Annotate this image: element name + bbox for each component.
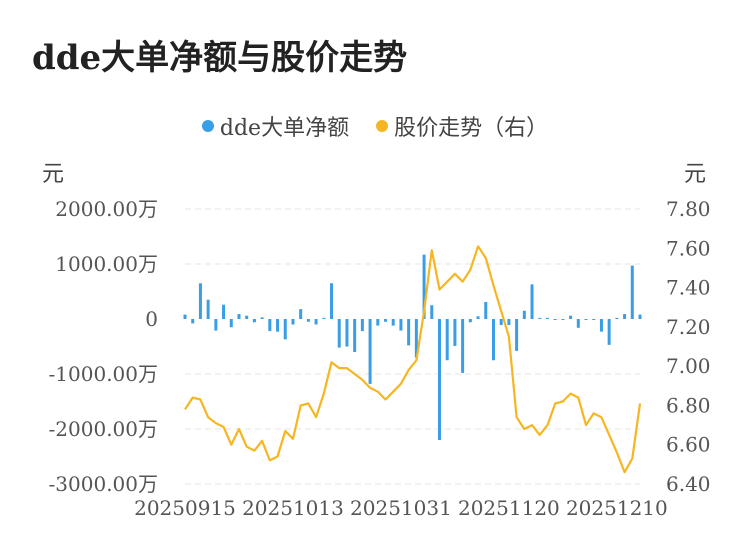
- bar: [191, 319, 195, 324]
- legend-item-bars[interactable]: dde大单净额: [201, 110, 350, 142]
- bar: [399, 319, 403, 331]
- bar: [638, 314, 642, 319]
- left-tick-label: -1000.00万: [49, 362, 158, 386]
- bar: [422, 254, 426, 319]
- bar: [630, 265, 634, 319]
- bar: [584, 319, 588, 320]
- bar: [607, 319, 611, 345]
- bar: [538, 317, 542, 319]
- x-tick-label: 20251031: [350, 496, 452, 520]
- bar: [545, 317, 549, 319]
- bar: [553, 319, 557, 320]
- bar: [530, 284, 534, 319]
- bar: [360, 319, 364, 332]
- bar: [468, 319, 472, 323]
- bar: [353, 319, 357, 352]
- bar: [507, 319, 511, 326]
- left-tick-label: 1000.00万: [55, 252, 158, 276]
- bar: [206, 299, 210, 319]
- left-tick-label: -2000.00万: [49, 417, 158, 441]
- bar: [515, 319, 519, 351]
- bar: [569, 315, 573, 319]
- bar: [376, 319, 380, 326]
- bar: [491, 319, 495, 361]
- x-tick-label: 20251120: [458, 496, 560, 520]
- right-tick-label: 7.80: [666, 197, 711, 221]
- left-tick-label: -3000.00万: [49, 472, 158, 496]
- right-tick-label: 7.40: [666, 276, 711, 300]
- bar: [623, 314, 627, 319]
- bar: [368, 319, 372, 384]
- bar: [476, 316, 480, 319]
- legend-item-line[interactable]: 股价走势（右）: [376, 110, 548, 142]
- bar: [437, 319, 441, 440]
- bar: [276, 319, 280, 332]
- bar: [599, 319, 603, 332]
- legend: dde大单净额 股价走势（右）: [0, 110, 750, 142]
- right-axis-unit: 元: [684, 162, 707, 187]
- bar: [592, 319, 596, 320]
- left-tick-label: 2000.00万: [55, 197, 158, 221]
- right-tick-label: 7.60: [666, 236, 711, 260]
- legend-line-label: 股价走势（右）: [394, 116, 549, 141]
- bar: [222, 304, 226, 319]
- bar: [414, 319, 418, 358]
- bar: [283, 319, 287, 340]
- right-tick-label: 7.00: [666, 354, 711, 378]
- bar: [306, 319, 310, 322]
- bar: [322, 317, 326, 319]
- chart-title: dde大单净额与股价走势: [32, 38, 408, 78]
- bar: [183, 314, 187, 319]
- bar: [430, 305, 434, 319]
- bar: [384, 319, 388, 322]
- bar: [268, 319, 272, 332]
- bar: [445, 319, 449, 361]
- price-line: [184, 245, 642, 474]
- x-tick-label: 20250915: [134, 496, 236, 520]
- bar: [345, 319, 349, 347]
- bar: [330, 283, 334, 319]
- legend-bar-swatch: [201, 120, 214, 132]
- x-tick-label: 20251210: [566, 496, 668, 520]
- right-tick-label: 6.40: [666, 472, 711, 496]
- bar: [337, 319, 341, 348]
- bar: [453, 319, 457, 346]
- left-axis-unit: 元: [42, 162, 65, 187]
- right-tick-label: 7.20: [666, 315, 711, 339]
- bar: [229, 319, 233, 328]
- left-tick-label: 0: [145, 307, 158, 331]
- bar: [561, 319, 565, 320]
- right-tick-label: 6.60: [666, 433, 711, 457]
- x-tick-label: 20251013: [242, 496, 344, 520]
- bar: [576, 319, 580, 328]
- bar: [237, 314, 241, 319]
- bar: [484, 301, 488, 319]
- legend-bar-label: dde大单净额: [219, 116, 350, 141]
- legend-line-swatch: [376, 120, 389, 132]
- bar: [522, 310, 526, 319]
- bar: [252, 319, 256, 323]
- right-tick-label: 6.80: [666, 393, 711, 417]
- bar: [615, 317, 619, 319]
- bar: [260, 317, 264, 319]
- bar: [214, 319, 218, 331]
- bar: [314, 319, 318, 325]
- bar: [499, 319, 503, 326]
- bar: [198, 283, 202, 319]
- bar: [291, 319, 295, 325]
- bar: [407, 319, 411, 346]
- bar: [299, 309, 303, 319]
- bar: [461, 319, 465, 373]
- bar: [245, 315, 249, 319]
- bar: [391, 319, 395, 326]
